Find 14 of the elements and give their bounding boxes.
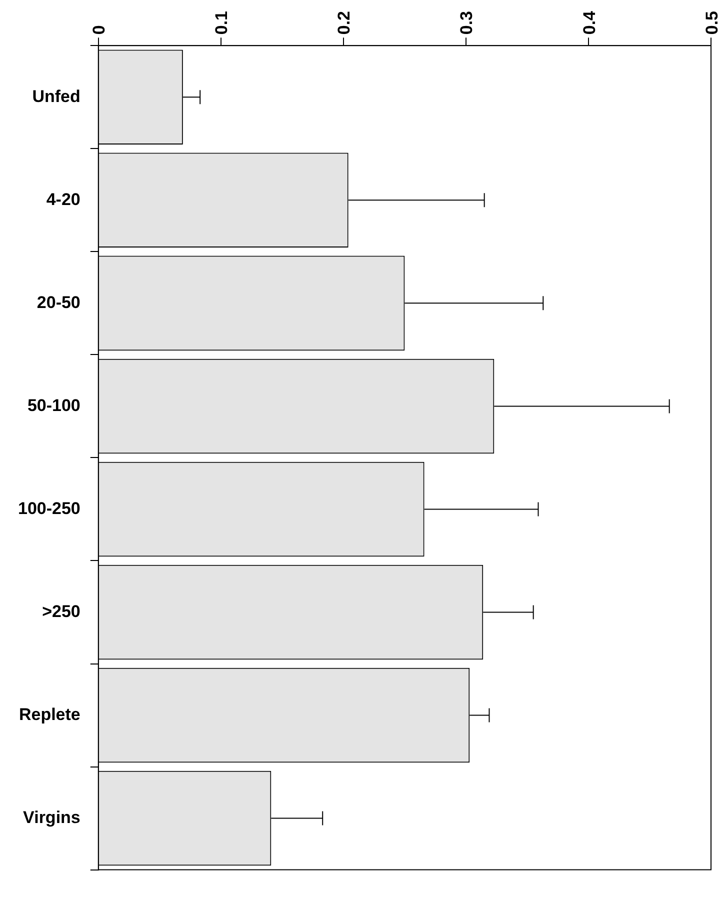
y-tick-label: Unfed [32, 86, 80, 106]
y-tick-label: 4-20 [46, 190, 80, 209]
x-tick-label: 0.4 [580, 10, 599, 35]
y-tick-label: >250 [42, 602, 80, 621]
y-tick-label: 20-50 [36, 292, 80, 312]
x-tick-label: 0 [90, 25, 109, 35]
y-tick-label: Replete [18, 704, 80, 724]
y-tick-label: Virgins [23, 808, 80, 827]
x-tick-label: 0.3 [457, 10, 476, 35]
x-tick-label: 0.5 [702, 10, 722, 35]
y-tick-label: 100-250 [18, 498, 80, 518]
x-tick-label: 0.1 [212, 10, 232, 35]
x-tick-label: 0.2 [334, 10, 354, 35]
y-tick-label: 50-100 [27, 396, 80, 415]
